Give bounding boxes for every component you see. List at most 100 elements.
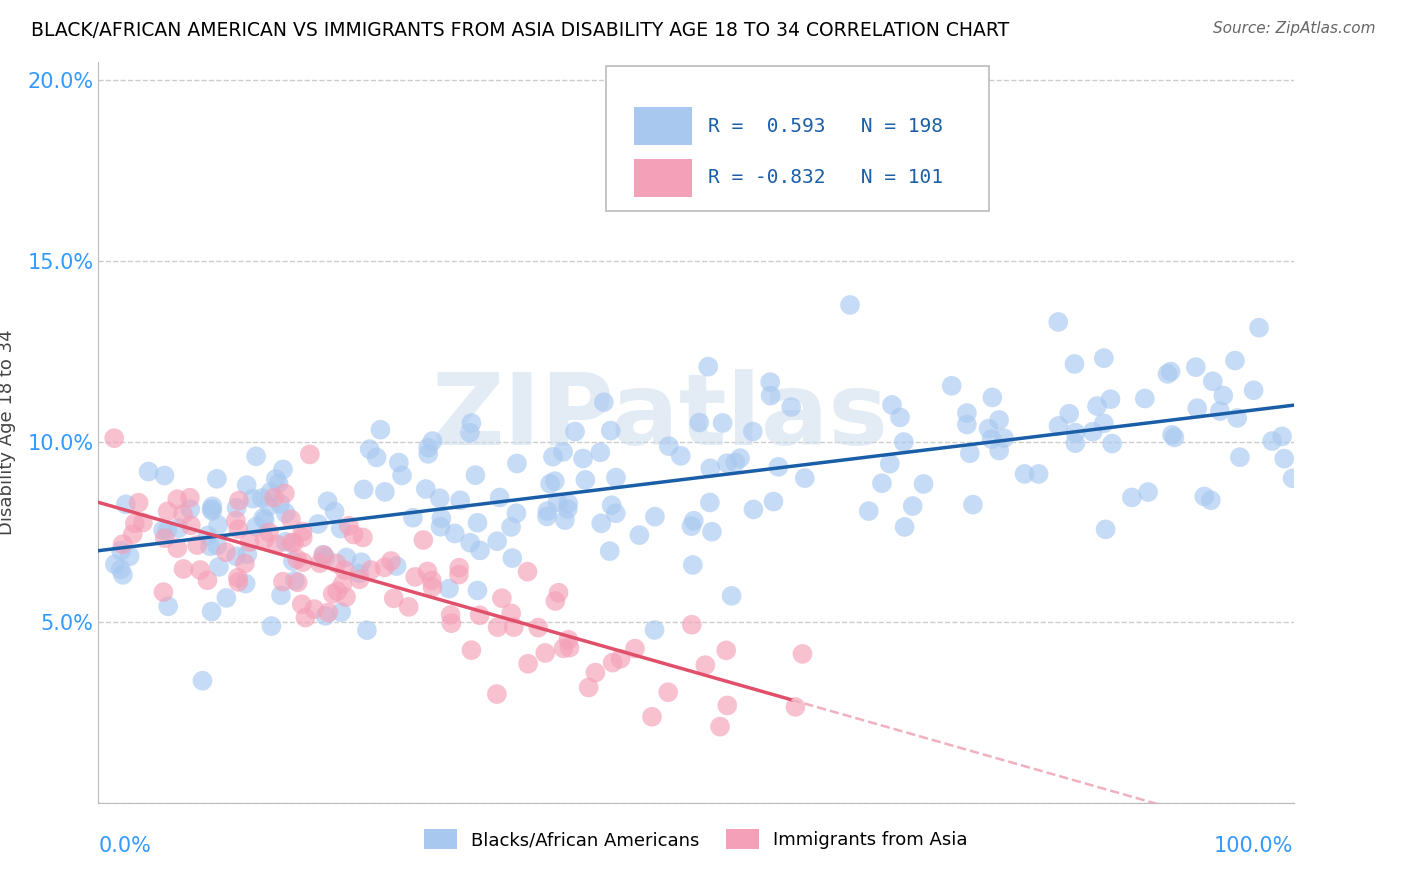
Point <box>536 509 558 524</box>
Point <box>172 507 194 521</box>
Point <box>962 498 984 512</box>
Point <box>1099 392 1122 407</box>
Point <box>1121 491 1143 505</box>
Point <box>1064 436 1087 450</box>
Point <box>553 445 575 459</box>
Point <box>291 531 314 545</box>
Point <box>695 658 717 673</box>
Point <box>257 499 280 513</box>
Point <box>557 632 579 647</box>
Point <box>104 558 127 572</box>
Point <box>111 537 134 551</box>
Point <box>1161 427 1184 442</box>
Point <box>464 468 486 483</box>
Point <box>1243 384 1265 398</box>
Point <box>200 502 222 516</box>
Point <box>624 641 647 656</box>
Point <box>373 560 395 574</box>
Point <box>682 558 704 572</box>
Point <box>180 518 202 533</box>
Point <box>485 687 508 701</box>
Point <box>1057 407 1080 421</box>
Point <box>156 504 179 518</box>
Text: 0.0%: 0.0% <box>98 836 152 856</box>
Point <box>260 619 283 633</box>
Point <box>697 359 720 374</box>
FancyBboxPatch shape <box>634 159 692 197</box>
Point <box>602 656 624 670</box>
Point <box>547 585 569 599</box>
Point <box>325 557 347 571</box>
Point <box>1137 485 1160 500</box>
Point <box>544 474 567 488</box>
Point <box>1194 490 1216 504</box>
Point <box>280 535 302 549</box>
Point <box>225 514 247 528</box>
Point <box>291 555 314 569</box>
Point <box>156 524 179 538</box>
Point <box>402 510 425 524</box>
Point <box>294 610 316 624</box>
Point <box>505 506 527 520</box>
Point <box>605 470 627 484</box>
Point <box>380 554 402 568</box>
Point <box>449 560 471 574</box>
Point <box>285 552 308 566</box>
Point <box>501 520 523 534</box>
Text: R =  0.593   N = 198: R = 0.593 N = 198 <box>709 117 943 136</box>
Point <box>1085 399 1108 413</box>
Point <box>208 559 231 574</box>
Point <box>333 563 356 577</box>
Point <box>956 406 979 420</box>
Point <box>1163 430 1185 444</box>
Text: 100.0%: 100.0% <box>1215 836 1294 856</box>
Point <box>941 378 963 392</box>
Point <box>267 476 290 491</box>
Point <box>486 534 509 549</box>
Point <box>538 476 561 491</box>
Point <box>536 504 558 518</box>
Point <box>132 516 155 530</box>
Point <box>422 434 444 448</box>
Point <box>280 512 302 526</box>
Point <box>716 698 738 713</box>
Point <box>501 551 523 566</box>
Point <box>901 499 924 513</box>
Point <box>609 652 631 666</box>
Point <box>270 588 292 602</box>
Point <box>198 539 221 553</box>
Point <box>1092 351 1115 366</box>
Point <box>591 516 613 531</box>
Point <box>572 451 595 466</box>
Point <box>253 513 276 527</box>
Point <box>228 493 250 508</box>
Text: ZIPatlas: ZIPatlas <box>432 369 889 467</box>
Point <box>1229 450 1251 465</box>
Point <box>592 395 614 409</box>
Point <box>546 495 568 509</box>
Point <box>153 531 176 545</box>
Point <box>858 504 880 518</box>
Point <box>103 431 125 445</box>
Point <box>541 450 564 464</box>
Point <box>307 516 329 531</box>
Point <box>253 532 276 546</box>
Point <box>385 559 408 574</box>
Point <box>759 389 782 403</box>
Point <box>152 585 174 599</box>
Point <box>245 450 267 464</box>
Point <box>1281 471 1303 485</box>
Point <box>284 574 307 588</box>
Point <box>166 541 188 556</box>
Point <box>1047 315 1070 329</box>
Point <box>191 673 214 688</box>
Point <box>506 457 529 471</box>
Point <box>700 524 723 539</box>
Point <box>557 496 579 510</box>
Point <box>235 576 257 591</box>
Point <box>558 640 581 655</box>
Point <box>912 477 935 491</box>
Point <box>236 547 259 561</box>
Point <box>443 526 465 541</box>
Point <box>1156 367 1178 381</box>
